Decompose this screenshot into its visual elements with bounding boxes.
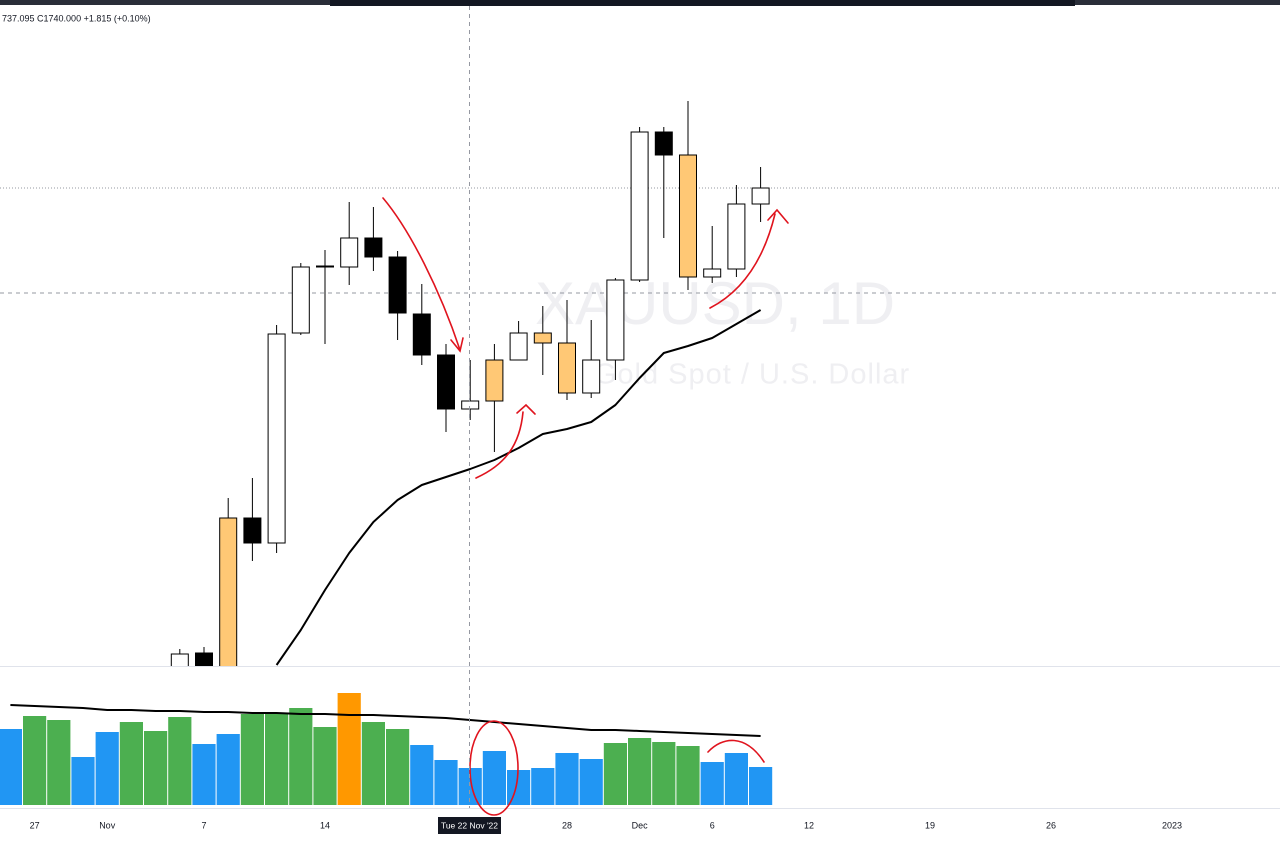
candle-body: [654, 131, 673, 156]
volume-bar: [119, 722, 143, 805]
candle-body: [679, 154, 697, 278]
candle-body: [316, 265, 334, 268]
volume-bar: [724, 753, 748, 805]
candle-body: [485, 359, 504, 402]
x-tick-label: 12: [804, 820, 814, 830]
volume-bar: [289, 708, 313, 805]
volume-bar: [337, 693, 361, 805]
x-tick-label: 26: [1046, 820, 1056, 830]
volume-bar: [482, 751, 506, 805]
top-toolbar: [330, 0, 1075, 6]
candle-body: [582, 359, 601, 394]
x-tick-label: 19: [925, 820, 935, 830]
volume-bar: [410, 745, 434, 805]
annotation-arrow: [382, 197, 461, 351]
volume-bar: [0, 729, 22, 805]
x-tick-label: 7: [201, 820, 206, 830]
annotation-arc: [707, 739, 765, 763]
candle-body: [291, 266, 310, 334]
candle-body: [606, 279, 625, 361]
candle-body: [219, 517, 238, 666]
candle-body: [727, 203, 746, 270]
x-tick-label: Nov: [99, 820, 116, 830]
volume-bar: [95, 732, 119, 805]
volume-bar: [47, 720, 71, 805]
volume-bar: [603, 743, 627, 805]
candle-body: [751, 187, 770, 205]
legend-text: 737.095 C1740.000 +1.815 (+0.10%): [2, 13, 151, 23]
annotation-arrow: [709, 213, 776, 309]
annotation-arrowhead: [516, 403, 536, 415]
candle-body: [195, 652, 213, 666]
volume-bar: [71, 757, 95, 805]
annotation-arrow: [475, 411, 524, 479]
annotation-arrowhead: [767, 208, 789, 224]
x-tick-label: Dec: [632, 820, 649, 830]
candle-body: [364, 237, 383, 258]
volume-bar: [144, 731, 168, 805]
volume-bar: [192, 744, 216, 805]
volume-bar: [507, 770, 531, 805]
watermark-symbol: XAUUSD, 1D: [535, 270, 895, 337]
volume-bar: [628, 738, 652, 805]
volume-bar: [265, 713, 289, 805]
volume-bar: [386, 729, 410, 805]
x-tick-label: 14: [320, 820, 330, 830]
candle-body: [388, 256, 407, 314]
volume-bar: [749, 767, 773, 805]
volume-bar: [434, 760, 458, 805]
volume-bar: [579, 759, 603, 805]
volume-bar: [23, 716, 47, 805]
candle-body: [461, 400, 480, 410]
candle-body: [509, 332, 528, 361]
watermark-description: Gold Spot / U.S. Dollar: [594, 359, 910, 391]
volume-bar: [652, 742, 676, 805]
volume-bar: [531, 768, 555, 805]
crosshair-label-box: [438, 817, 501, 834]
time-axis: 27 Nov 7 14 28 Dec 6 12 19 26 2023 Tue 22 Nov '22: [30, 817, 1182, 834]
volume-bar: [240, 714, 264, 805]
x-tick-label: 28: [562, 820, 572, 830]
crosshair-label: Tue 22 Nov '22: [441, 820, 498, 830]
candle-body: [267, 333, 286, 544]
x-tick-label: 2023: [1162, 820, 1182, 830]
price-pane: [0, 101, 1280, 666]
candle-body: [170, 653, 189, 666]
candle-body: [533, 332, 552, 344]
candle-body: [558, 342, 576, 394]
candle-body: [630, 131, 649, 281]
moving-average-line: [10, 704, 761, 737]
candle-body: [703, 268, 722, 278]
volume-bar: [216, 734, 240, 805]
candle-body: [437, 354, 455, 410]
annotation-arrowhead: [450, 337, 464, 353]
x-tick-label: 27: [30, 820, 40, 830]
candle-body: [412, 313, 431, 356]
volume-bar: [676, 746, 700, 805]
candle-body: [340, 237, 359, 268]
volume-bar: [313, 727, 337, 805]
candle-body: [243, 517, 262, 544]
moving-average-line: [275, 309, 762, 666]
x-tick-label: 6: [710, 820, 715, 830]
volume-bar: [168, 717, 192, 805]
volume-bar: [361, 722, 385, 805]
volume-pane: [0, 693, 773, 805]
watermark: XAUUSD, 1D Gold Spot / U.S. Dollar: [535, 270, 910, 391]
volume-bar: [458, 768, 482, 805]
volume-bar: [700, 762, 724, 805]
volume-bar: [555, 753, 579, 805]
